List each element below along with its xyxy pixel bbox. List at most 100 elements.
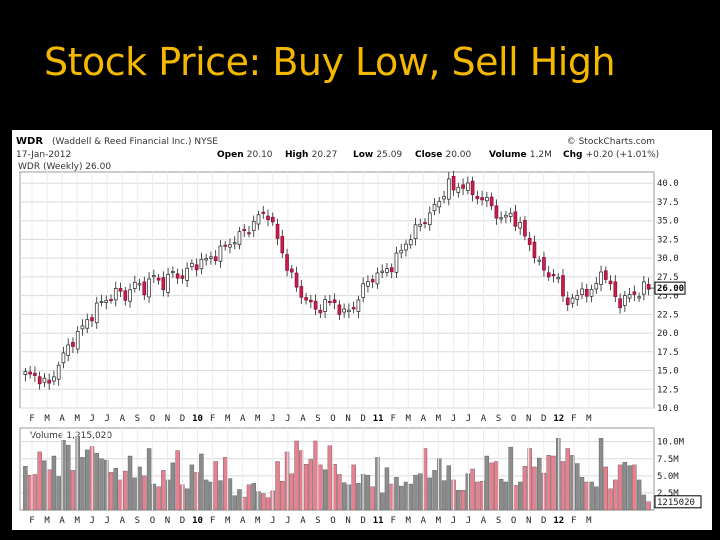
volume-bar (56, 476, 61, 511)
candle-body (513, 211, 518, 227)
last-price-label: 26.00 (657, 284, 684, 294)
price-panel: 40.0 37.5 35.0 32.5 30.0 27.5 25.0 22.5 20.0 17.5… (19, 170, 686, 414)
volume-bar (85, 449, 90, 511)
price-tick-label: 25.0 (657, 292, 679, 302)
month-label-bottom: O (330, 516, 335, 526)
candle-body (518, 222, 522, 229)
volume-bar (613, 479, 618, 511)
volume-bar (322, 469, 328, 511)
month-label-top: A (481, 414, 487, 424)
month-label-top: N (526, 414, 531, 424)
candle-body (280, 236, 285, 254)
volume-bar (222, 457, 228, 511)
month-label-top: A (421, 414, 427, 424)
volume-bar (594, 486, 599, 511)
last-price-box (654, 281, 686, 295)
month-label-top: M (225, 414, 231, 424)
month-label-bottom: M (436, 516, 442, 526)
volume-bar (32, 474, 38, 511)
month-label-bottom: J (451, 516, 456, 526)
candle-body (99, 301, 104, 304)
candle-body (451, 175, 456, 191)
candle-body (204, 258, 208, 261)
month-label-bottom: F (390, 516, 395, 526)
candle-body (375, 272, 380, 285)
volume-bar (170, 462, 176, 511)
volume-bar (570, 455, 575, 511)
last-volume-box (654, 495, 702, 509)
month-label-top: S (315, 414, 320, 424)
volume-bar (70, 470, 76, 511)
candle-body (137, 283, 142, 286)
candle-body (190, 263, 194, 267)
candle-body (228, 244, 232, 248)
candle-body (47, 379, 51, 384)
volume-bar (346, 484, 352, 511)
volume-bar (284, 451, 290, 511)
month-label-top: A (300, 414, 306, 424)
volume-bar (303, 464, 309, 511)
month-label-top: 10 (192, 414, 203, 424)
candle-body (575, 295, 580, 300)
price-tick-label: 20.0 (657, 329, 679, 339)
price-tick-label: 40.0 (657, 179, 679, 189)
candle-body (118, 288, 123, 292)
volume-bar (351, 464, 356, 511)
volume-bar (403, 481, 409, 511)
volume-bar (127, 455, 133, 511)
month-label-bottom: F (210, 516, 215, 526)
candle-body (266, 215, 270, 221)
candle-body (603, 270, 608, 280)
month-label-top: M (74, 414, 80, 424)
candle-body (613, 281, 618, 297)
volume-tick-label: 10.0M (657, 438, 685, 448)
volume-bar (46, 469, 52, 511)
volume-bar (579, 477, 585, 511)
candle-body (299, 286, 304, 298)
candle-body (351, 307, 356, 310)
candle-body (104, 299, 109, 303)
volume-bar (498, 479, 504, 511)
volume-bar (560, 461, 566, 511)
month-label-top: M (586, 414, 592, 424)
candle-body (71, 341, 75, 347)
month-label-bottom: O (150, 516, 155, 526)
candle-body (256, 214, 261, 225)
volume-bar (104, 459, 109, 511)
price-tick-label: 17.5 (657, 348, 679, 358)
candle-body (52, 376, 56, 382)
volume-bar (475, 481, 480, 511)
candle-body (470, 180, 475, 196)
volume-bar (617, 464, 623, 511)
volume-bar (484, 455, 490, 511)
volume-bar (556, 438, 561, 511)
candle-body (389, 267, 394, 273)
last-volume-label: 1215020 (657, 498, 695, 508)
volume-bar (256, 491, 261, 511)
volume-bar (389, 483, 394, 511)
month-label-bottom: J (285, 516, 290, 526)
candle-body (427, 212, 432, 225)
volume-bar (289, 473, 295, 511)
candle-body (28, 371, 32, 375)
candle-body (109, 299, 113, 302)
month-label-top: F (571, 414, 576, 424)
volume-bar (318, 464, 323, 511)
volume-bar (465, 473, 471, 511)
volume-legend: Volume 1,215,020 (30, 431, 112, 441)
volume-bar (294, 440, 299, 511)
header-company: (Waddell & Reed Financial Inc.) NYSE (52, 137, 218, 147)
candle-body (356, 299, 361, 312)
candle-body (85, 319, 90, 329)
month-label-bottom: M (44, 516, 50, 526)
candle-body (565, 297, 570, 306)
candle-body (561, 275, 565, 297)
month-label-top: J (105, 414, 110, 424)
volume-bar (384, 467, 390, 511)
volume-bar (399, 485, 404, 511)
candle-body (37, 376, 42, 385)
volume-bar (99, 458, 104, 511)
candle-body (289, 268, 294, 273)
month-label-top: A (240, 414, 246, 424)
month-label-top: D (180, 414, 185, 424)
